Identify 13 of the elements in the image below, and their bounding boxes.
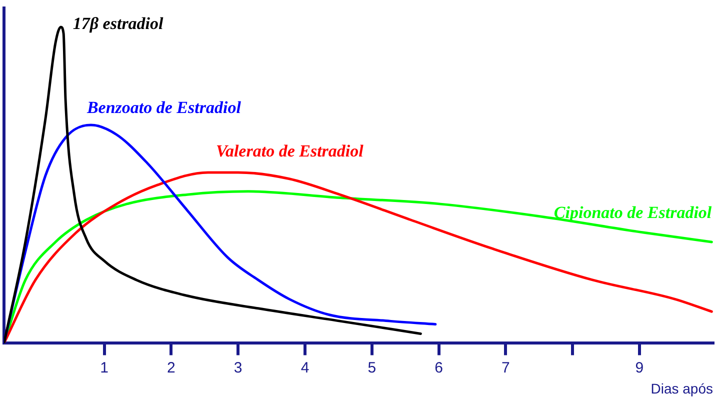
- series-label: Valerato de Estradiol: [216, 141, 364, 160]
- x-tick-label: 5: [368, 359, 376, 376]
- x-tick-label: 6: [434, 359, 443, 376]
- x-tick-label: 7: [501, 359, 510, 376]
- x-tick-label: 9: [635, 359, 644, 376]
- series-label: Cipionato de Estradiol: [554, 202, 712, 222]
- x-tick-label: 3: [234, 359, 242, 376]
- x-tick-label: 4: [300, 359, 310, 376]
- series-label: 17β estradiol: [72, 14, 164, 33]
- x-axis-title: Dias após: [650, 380, 713, 396]
- x-tick-label: 1: [100, 359, 108, 376]
- x-tick-label: 2: [167, 359, 176, 376]
- series-label: Benzoato de Estradiol: [86, 98, 242, 117]
